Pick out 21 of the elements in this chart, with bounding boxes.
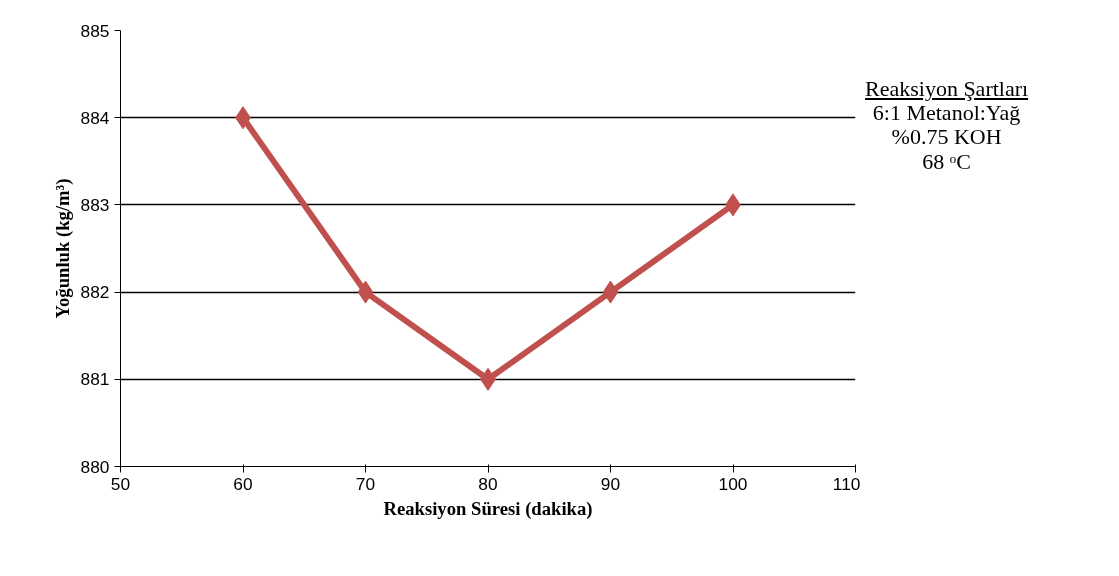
x-tick-label: 60 xyxy=(233,473,253,494)
y-tick-label: 884 xyxy=(80,107,110,128)
x-axis-title: Reaksiyon Süresi (dakika) xyxy=(383,497,593,520)
x-tick-label: 100 xyxy=(718,473,748,494)
text: %0.75 KOH xyxy=(890,124,1002,150)
point xyxy=(357,280,374,304)
x-tick-label: 90 xyxy=(600,473,621,494)
text: Reaksiyon Şartları xyxy=(865,76,1029,102)
text: 6:1 Metanol:Yağ xyxy=(872,100,1021,126)
x-tick-label: 110 xyxy=(832,473,861,494)
text: 68 ᵒC xyxy=(921,148,972,174)
x-tick-label: 70 xyxy=(355,473,376,494)
y-tick-label: 885 xyxy=(80,20,110,41)
y-tick-label: 881 xyxy=(80,369,110,390)
x-tick-label: 80 xyxy=(478,473,498,494)
y-axis-title: Yoğunluk (kg/m³) xyxy=(51,178,74,319)
y-tick-label: 880 xyxy=(80,456,110,477)
point xyxy=(602,280,619,304)
x-tick-label: 50 xyxy=(110,473,131,494)
y-tick-label: 883 xyxy=(80,194,110,215)
y-tick-label: 882 xyxy=(80,282,110,303)
